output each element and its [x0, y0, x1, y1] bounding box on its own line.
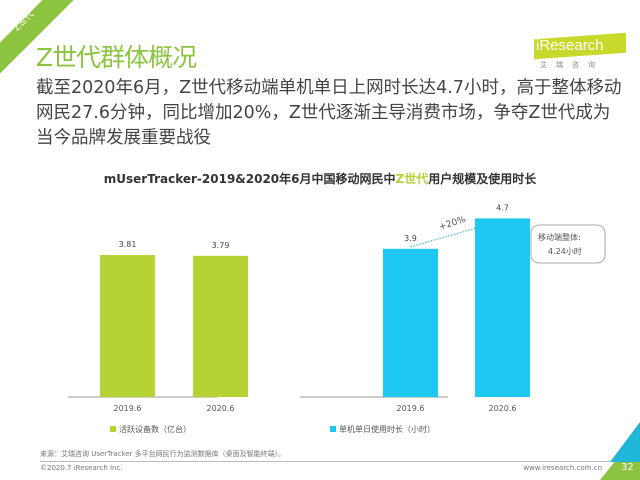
page-number: 32: [621, 462, 634, 473]
data-label: 3.79: [212, 241, 230, 250]
legend-label: 活跃设备数（亿台）: [119, 424, 191, 434]
page-corner-blue: [610, 422, 640, 462]
bar: [100, 255, 155, 397]
bar: [383, 248, 438, 397]
logo-text: iResearch: [536, 37, 604, 54]
legend-swatch: [330, 426, 336, 432]
legend-swatch: [110, 426, 116, 432]
source-note: 来源：艾瑞咨询 UserTracker 多平台网民行为监测数据库（桌面及智能终端…: [40, 450, 286, 458]
iresearch-logo: iResearch 艾瑞咨询: [530, 32, 630, 76]
callout-line2: 4.24小时: [548, 246, 582, 256]
callout-line1: 移动端整体:: [538, 232, 581, 242]
copyright: ©2020.7 iResearch Inc.: [40, 464, 123, 472]
data-label: 4.7: [496, 203, 509, 212]
tick-label: 2020.6: [207, 404, 235, 413]
data-label: 3.81: [119, 240, 137, 249]
logo-sub: 艾瑞咨询: [540, 61, 604, 69]
tick-label: 2019.6: [397, 404, 425, 413]
tick-label: 2019.6: [114, 404, 142, 413]
bar: [475, 218, 530, 397]
footer-divider: [40, 461, 612, 462]
data-label: 3.9: [404, 234, 417, 243]
legend-label: 单机单日使用时长（小时）: [339, 424, 435, 434]
callout-box: [530, 224, 606, 264]
website-url: www.iresearch.com.cn: [523, 464, 602, 472]
bar: [193, 255, 248, 397]
growth-label: +20%: [438, 215, 468, 233]
tick-label: 2020.6: [489, 404, 517, 413]
growth-line: [410, 227, 476, 248]
page-title: Z世代群体概况: [36, 43, 197, 72]
summary-text: 截至2020年6月，Z世代移动端单机单日上网时长达4.7小时，高于整体移动网民2…: [36, 78, 622, 148]
chart-title: mUserTracker-2019&2020年6月中国移动网民中Z世代用户规模及…: [103, 172, 537, 186]
